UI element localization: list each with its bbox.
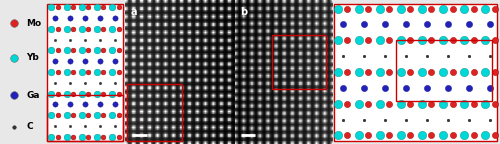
- Text: Yb: Yb: [26, 53, 39, 62]
- Text: C: C: [26, 122, 32, 131]
- Text: a: a: [130, 7, 137, 17]
- Text: Ga: Ga: [26, 91, 40, 100]
- Bar: [127, 84, 182, 141]
- Text: b: b: [240, 7, 247, 17]
- Bar: [396, 40, 492, 101]
- Bar: [48, 95, 122, 141]
- Text: Mo: Mo: [26, 19, 41, 28]
- Bar: [272, 35, 326, 89]
